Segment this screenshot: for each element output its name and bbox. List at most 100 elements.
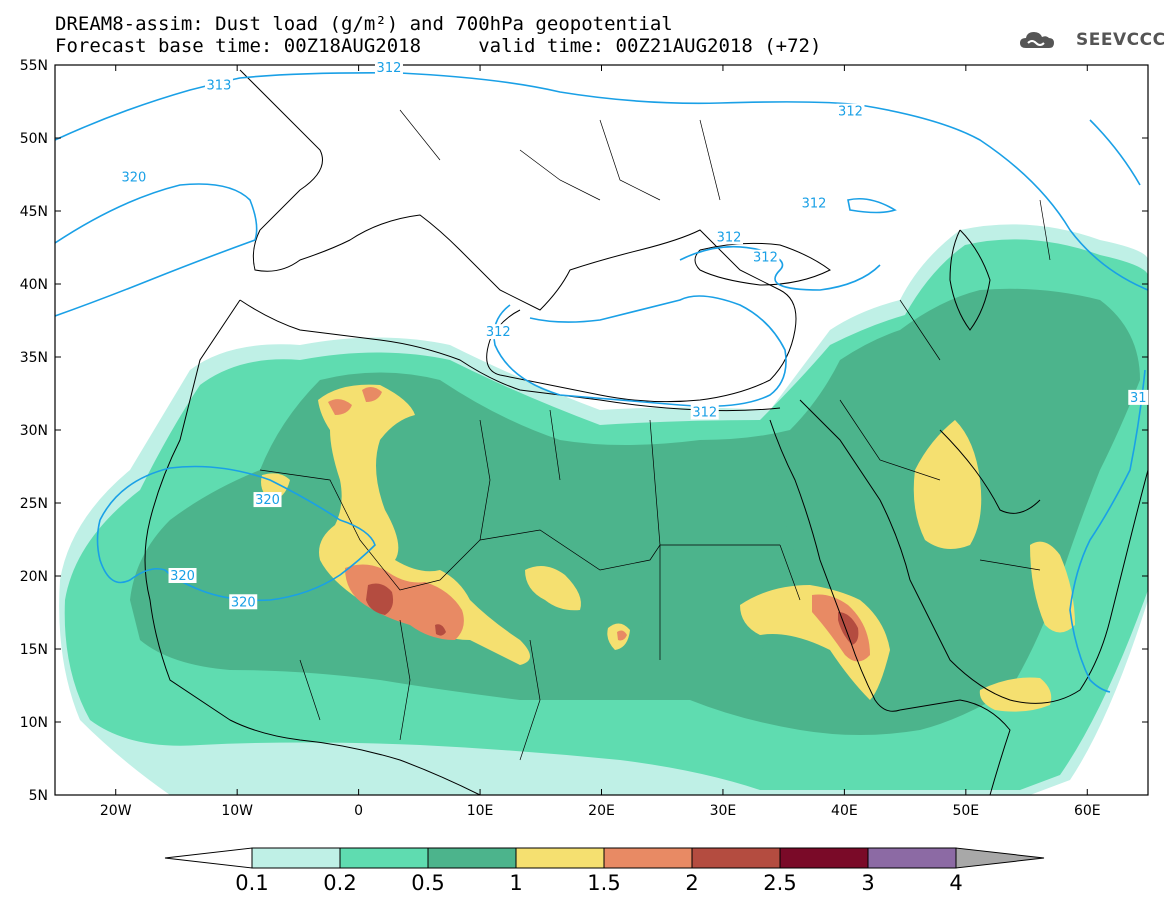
lon-label: 20E xyxy=(588,803,615,819)
cloud-icon xyxy=(1020,32,1054,48)
colorbar-swatch xyxy=(867,847,957,869)
contour-312-small xyxy=(847,197,897,214)
border-lines xyxy=(259,109,1051,761)
colorbar-swatch xyxy=(339,847,429,869)
contour-label: 312 xyxy=(692,405,717,420)
contour-label: 320 xyxy=(255,493,280,508)
lon-label: 10E xyxy=(467,803,494,819)
contour-label-bg xyxy=(484,324,513,340)
contour-label: 312 xyxy=(377,61,402,76)
contour-label-bg xyxy=(253,492,282,508)
contour-label: 312 xyxy=(717,230,742,245)
contour-label: 31 xyxy=(1130,391,1147,406)
colorbar xyxy=(164,847,1045,869)
colorbar-label: 4 xyxy=(949,871,963,895)
lon-label: 10W xyxy=(221,803,253,819)
lon-label: 20W xyxy=(100,803,132,819)
lat-label: 20N xyxy=(20,569,48,585)
colorbar-swatch xyxy=(691,847,781,869)
lat-label: 5N xyxy=(29,788,48,804)
lon-label: 30E xyxy=(710,803,737,819)
dust-field-c4-tchad xyxy=(525,566,581,611)
lat-label: 15N xyxy=(20,642,48,658)
lat-label: 35N xyxy=(20,350,48,366)
map-subtitle: Forecast base time: 00Z18AUG2018 valid t… xyxy=(55,35,822,57)
contour-label: 312 xyxy=(486,325,511,340)
map-title: DREAM8-assim: Dust load (g/m²) and 700hP… xyxy=(55,13,673,35)
dust-fields xyxy=(59,224,1148,795)
dust-field-c5-north2 xyxy=(362,386,382,402)
contour-label: 313 xyxy=(207,78,232,93)
contour-label-bg xyxy=(204,77,233,93)
dust-field-c6-niger xyxy=(435,624,446,636)
dust-field-c5-darfur xyxy=(617,630,627,641)
coastline-gulf xyxy=(939,429,1041,514)
coastlines-and-borders xyxy=(144,69,1148,795)
contour-label: 312 xyxy=(838,105,863,120)
geopotential-contours xyxy=(55,72,1148,693)
colorbar-swatch xyxy=(251,847,341,869)
lon-label: 0 xyxy=(354,803,363,819)
lon-label: 60E xyxy=(1074,803,1101,819)
contour-label: 320 xyxy=(231,595,256,610)
colorbar-label: 2.5 xyxy=(763,871,797,895)
contour-label-bg xyxy=(800,195,829,211)
colorbar-label: 0.5 xyxy=(411,871,445,895)
brand-logo: SEEVCCC xyxy=(1018,28,1165,52)
contour-labels: 313 312 312 320 312 312 312 312 312 320 320 320 31 xyxy=(119,59,1149,610)
colorbar-left-arrow xyxy=(164,847,253,869)
dust-field-c6-mali xyxy=(366,583,394,615)
contour-31-east xyxy=(1069,369,1146,693)
dust-field-c4-oman xyxy=(1030,541,1075,633)
colorbar-label: 0.1 xyxy=(235,871,269,895)
lat-label: 10N xyxy=(20,715,48,731)
contour-312-black xyxy=(679,245,881,291)
colorbar-label: 0.2 xyxy=(323,871,357,895)
coastline-horn xyxy=(899,699,1011,795)
lat-label: 50N xyxy=(20,131,48,147)
contour-label-bg xyxy=(119,169,148,185)
contour-label-bg xyxy=(229,594,258,610)
latitude-labels: 55N 50N 45N 40N 35N 30N 25N 20N 15N 10N 5N xyxy=(20,58,48,804)
contour-label: 320 xyxy=(170,569,195,584)
lat-label: 40N xyxy=(20,277,48,293)
contour-label-bg xyxy=(715,229,744,245)
colorbar-swatch xyxy=(779,847,869,869)
contour-label-bg xyxy=(1128,389,1149,405)
coastline-black-sea xyxy=(694,242,831,286)
contour-label-bg xyxy=(751,249,780,265)
colorbar-label: 2 xyxy=(685,871,699,895)
colorbar-swatch xyxy=(515,847,605,869)
colorbar-label: 1 xyxy=(509,871,523,895)
contour-label-bg xyxy=(836,103,865,119)
contour-320-west xyxy=(55,183,258,317)
colorbar-right-arrow xyxy=(955,847,1045,869)
dust-field-c5-mali xyxy=(345,564,464,640)
lat-label: 55N xyxy=(20,58,48,74)
dust-field-c4-arabia xyxy=(913,420,982,549)
longitude-labels: 20W 10W 0 10E 20E 30E 40E 50E 60E xyxy=(100,803,1101,819)
lat-label: 30N xyxy=(20,423,48,439)
dust-field-c5-north xyxy=(328,399,352,415)
coastline-europe xyxy=(239,69,797,403)
contour-320-sahara xyxy=(96,465,376,602)
brand-text: SEEVCCC xyxy=(1076,30,1165,50)
contour-312-med xyxy=(493,295,787,408)
lon-label: 50E xyxy=(952,803,979,819)
contour-label: 312 xyxy=(802,197,827,212)
contour-label: 320 xyxy=(122,170,147,185)
colorbar-swatch xyxy=(427,847,517,869)
colorbar-label: 3 xyxy=(861,871,875,895)
colorbar-swatch xyxy=(603,847,693,869)
lat-label: 45N xyxy=(20,204,48,220)
coastline-africa-west xyxy=(144,299,481,795)
coastline-red-sea xyxy=(769,419,901,712)
contour-label-bg xyxy=(168,568,197,583)
contour-label-bg xyxy=(374,59,403,75)
coastline-arabia xyxy=(799,399,1148,704)
lat-label: 25N xyxy=(20,496,48,512)
contour-label-bg xyxy=(690,404,719,420)
coastline-mediterranean xyxy=(239,299,781,412)
coastline-caspian xyxy=(949,229,991,331)
